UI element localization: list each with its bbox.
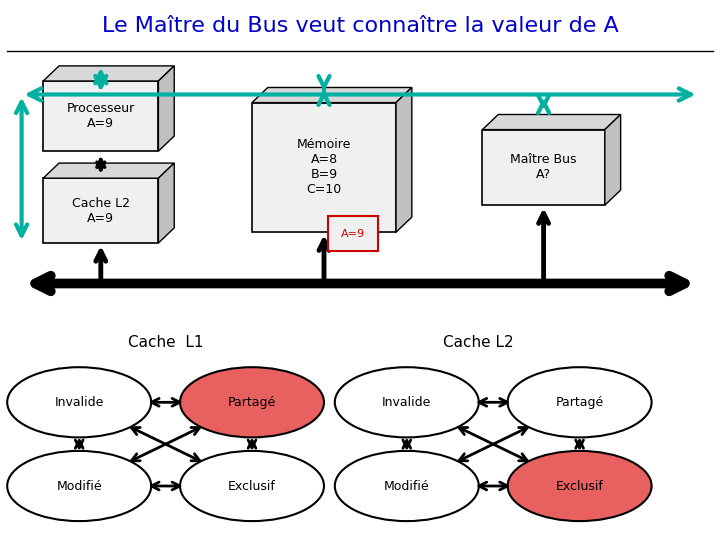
Text: Processeur
A=9: Processeur A=9: [67, 102, 135, 130]
Text: Cache L2: Cache L2: [444, 335, 514, 350]
FancyBboxPatch shape: [43, 81, 158, 151]
Polygon shape: [482, 114, 621, 130]
Text: Mémoire
A=8
B=9
C=10: Mémoire A=8 B=9 C=10: [297, 138, 351, 197]
Text: Cache L2
A=9: Cache L2 A=9: [72, 197, 130, 225]
Ellipse shape: [7, 367, 151, 437]
FancyBboxPatch shape: [252, 103, 396, 232]
Polygon shape: [158, 66, 174, 151]
Polygon shape: [43, 66, 174, 81]
Polygon shape: [43, 163, 174, 178]
Ellipse shape: [180, 367, 324, 437]
FancyBboxPatch shape: [328, 216, 378, 251]
Ellipse shape: [180, 451, 324, 521]
Ellipse shape: [335, 367, 479, 437]
Text: Invalide: Invalide: [55, 396, 104, 409]
Ellipse shape: [508, 367, 652, 437]
Text: Modifié: Modifié: [384, 480, 430, 492]
Text: A=9: A=9: [341, 228, 365, 239]
Polygon shape: [396, 87, 412, 232]
Text: Le Maître du Bus veut connaître la valeur de A: Le Maître du Bus veut connaître la valeu…: [102, 16, 618, 36]
Text: Invalide: Invalide: [382, 396, 431, 409]
FancyBboxPatch shape: [43, 178, 158, 243]
Polygon shape: [605, 114, 621, 205]
Ellipse shape: [508, 451, 652, 521]
Text: Partagé: Partagé: [555, 396, 604, 409]
Text: Cache  L1: Cache L1: [128, 335, 203, 350]
Text: Maître Bus
A?: Maître Bus A?: [510, 153, 577, 181]
FancyBboxPatch shape: [482, 130, 605, 205]
Text: Modifié: Modifié: [56, 480, 102, 492]
Ellipse shape: [335, 451, 479, 521]
Text: Exclusif: Exclusif: [556, 480, 603, 492]
Text: Partagé: Partagé: [228, 396, 276, 409]
Ellipse shape: [7, 451, 151, 521]
Polygon shape: [252, 87, 412, 103]
Text: Exclusif: Exclusif: [228, 480, 276, 492]
Polygon shape: [158, 163, 174, 243]
